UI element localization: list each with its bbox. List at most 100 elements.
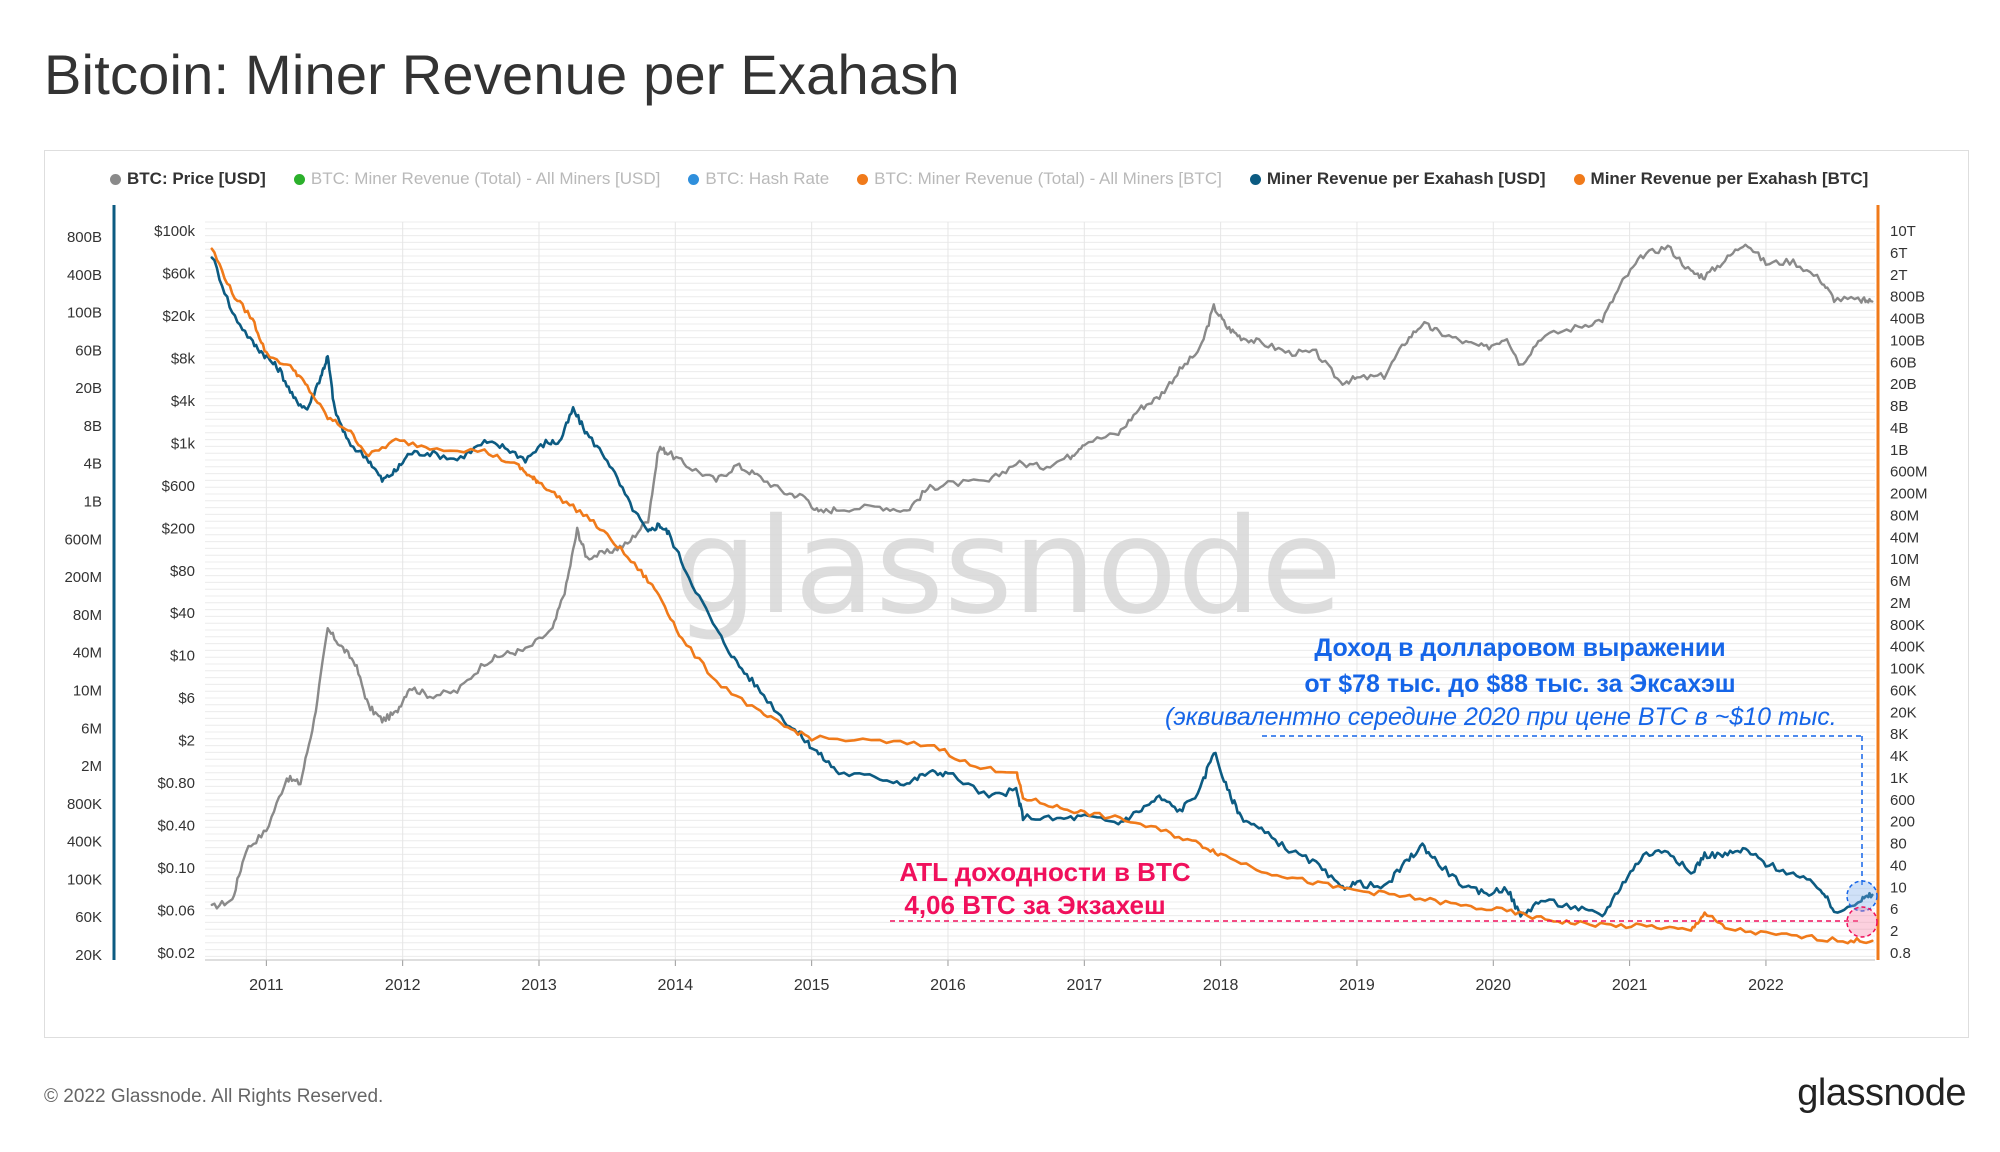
y-left-outer-tick: 4B (84, 456, 102, 473)
legend-label: BTC: Miner Revenue (Total) - All Miners … (874, 169, 1222, 188)
y-right-tick: 6T (1890, 245, 1908, 262)
x-tick-label: 2021 (1612, 977, 1648, 994)
y-left-outer-tick: 600M (64, 531, 102, 548)
legend-label: BTC: Price [USD] (127, 169, 266, 188)
y-right-tick: 6 (1890, 901, 1898, 918)
y-left-inner-tick: $20k (162, 308, 195, 325)
x-tick-label: 2016 (930, 977, 966, 994)
y-right-tick: 40 (1890, 858, 1907, 875)
y-right-tick: 60B (1890, 354, 1917, 371)
legend-label: Miner Revenue per Exahash [BTC] (1590, 169, 1869, 188)
y-left-outer-tick: 800B (67, 229, 102, 246)
y-left-outer-tick: 100K (67, 871, 102, 888)
y-left-inner-tick: $80 (170, 563, 195, 580)
y-right-tick: 100B (1890, 332, 1925, 349)
grid-layer (205, 221, 1875, 960)
chart-legend: BTC: Price [USD] BTC: Miner Revenue (Tota… (110, 164, 1870, 194)
y-left-inner-tick: $100k (154, 223, 195, 240)
y-right-tick: 80M (1890, 507, 1919, 524)
usd-note-line1: Доход в долларовом выражении (1314, 634, 1725, 662)
legend-label: BTC: Miner Revenue (Total) - All Miners … (310, 169, 661, 188)
y-right-tick: 80 (1890, 836, 1907, 853)
y-left-inner-tick: $4k (171, 393, 196, 410)
y-right-tick: 2T (1890, 267, 1908, 284)
y-left-outer-tick: 60B (75, 342, 102, 359)
y-left-outer-tick: 2M (81, 758, 102, 775)
x-tick-label: 2020 (1475, 977, 1511, 994)
y-left-inner-tick: $60k (162, 266, 195, 283)
series-btc-per-eh-line (210, 247, 1874, 945)
axis-layer: 2011 2012 2013 2014 2015 2016 2017 2018 2019 2020… (64, 205, 1928, 994)
watermark-text: glassnode (674, 490, 1342, 644)
legend-item[interactable]: BTC: Price [USD] (110, 169, 266, 189)
y-right-tick: 200 (1890, 814, 1915, 831)
y-left-outer-tick: 100B (67, 305, 102, 322)
legend-item[interactable]: BTC: Miner Revenue (Total) - All Miners … (293, 169, 661, 189)
y-right-tick: 2 (1890, 923, 1898, 940)
y-left-inner-tick: $8k (171, 350, 196, 367)
y-right-tick: 8B (1890, 398, 1908, 415)
legend-item[interactable]: Miner Revenue per Exahash [BTC] (1573, 169, 1869, 189)
y-right-tick: 4B (1890, 420, 1908, 437)
y-right-tick: 400K (1890, 639, 1925, 656)
x-tick-label: 2022 (1748, 977, 1784, 994)
usd-note-line2: от $78 тыс. до $88 тыс. за Эксахэш (1304, 670, 1735, 698)
y-left-outer-tick: 40M (73, 645, 102, 662)
y-right-tick: 40M (1890, 529, 1919, 546)
y-right-tick: 800K (1890, 617, 1925, 634)
y-right-tick: 10T (1890, 223, 1916, 240)
x-tick-label: 2014 (658, 977, 694, 994)
btc-note-line2: 4,06 BTC за Экзахеш (904, 890, 1165, 920)
footer-copyright: © 2022 Glassnode. All Rights Reserved. (44, 1086, 384, 1107)
y-right-tick: 1B (1890, 442, 1908, 459)
legend-dot-icon (293, 173, 305, 185)
x-tick-label: 2019 (1339, 977, 1375, 994)
btc-atl-marker (1846, 906, 1878, 938)
y-right-tick: 10M (1890, 551, 1919, 568)
y-left-outer-tick: 800K (67, 796, 102, 813)
y-right-tick: 600M (1890, 464, 1928, 481)
footer-logo[interactable]: glassnode (1797, 1072, 1966, 1114)
page-title: Bitcoin: Miner Revenue per Exahash (44, 43, 960, 106)
x-tick-label: 2013 (521, 977, 557, 994)
y-left-outer-tick: 8B (84, 418, 102, 435)
series-price-line (210, 243, 1874, 910)
y-left-outer-tick: 10M (73, 683, 102, 700)
y-left-outer-tick: 400B (67, 267, 102, 284)
annotation-layer: Доход в долларовом выражении от $78 тыс.… (890, 634, 1878, 938)
legend-item[interactable]: BTC: Miner Revenue (Total) - All Miners … (857, 169, 1222, 189)
y-right-tick: 2M (1890, 595, 1911, 612)
y-left-inner-tick: $6 (178, 690, 195, 707)
x-tick-label: 2015 (794, 977, 830, 994)
legend-dot-icon (1573, 173, 1585, 185)
y-left-inner-tick: $40 (170, 605, 195, 622)
y-right-tick: 400B (1890, 311, 1925, 328)
btc-note-line1: ATL доходности в BTC (899, 857, 1190, 887)
y-left-inner-tick: $10 (170, 648, 195, 665)
chart-frame (44, 150, 1969, 1038)
y-left-inner-tick: $2 (178, 733, 195, 750)
y-right-tick: 60K (1890, 683, 1917, 700)
y-right-tick: 8K (1890, 726, 1908, 743)
y-right-tick: 800B (1890, 289, 1925, 306)
y-right-tick: 1K (1890, 770, 1908, 787)
y-left-inner-tick: $0.06 (157, 903, 195, 920)
x-tick-label: 2011 (249, 977, 284, 994)
legend-dot-icon (1249, 173, 1261, 185)
y-right-tick: 100K (1890, 661, 1925, 678)
y-left-inner-tick: $0.80 (157, 775, 195, 792)
series-usd-per-eh-line (210, 256, 1874, 918)
y-left-inner-tick: $200 (162, 520, 195, 537)
legend-dot-icon (688, 173, 700, 185)
y-left-outer-tick: 20B (75, 380, 102, 397)
y-left-outer-tick: 60K (75, 909, 102, 926)
legend-item[interactable]: Miner Revenue per Exahash [USD] (1249, 169, 1546, 189)
x-tick-label: 2012 (385, 977, 421, 994)
y-right-tick: 600 (1890, 792, 1915, 809)
y-left-inner-tick: $0.40 (157, 818, 195, 835)
y-right-tick: 20B (1890, 376, 1917, 393)
y-right-tick: 4K (1890, 748, 1908, 765)
legend-item[interactable]: BTC: Hash Rate (688, 169, 829, 189)
y-left-outer-tick: 1B (84, 494, 102, 511)
y-right-tick: 200M (1890, 486, 1928, 503)
